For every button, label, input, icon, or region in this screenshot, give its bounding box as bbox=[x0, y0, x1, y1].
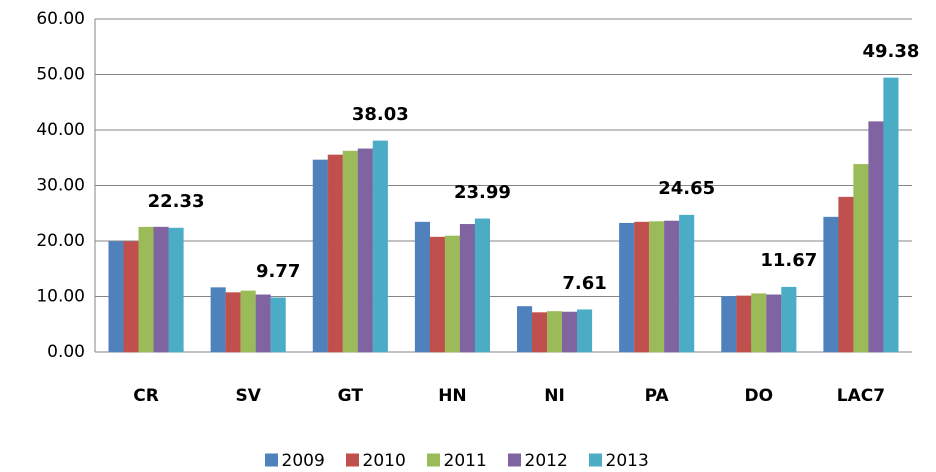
data-label: 7.61 bbox=[562, 273, 606, 294]
bar bbox=[562, 311, 578, 353]
y-tick-label: 20.00 bbox=[36, 231, 85, 251]
x-tick-label: LAC7 bbox=[837, 386, 885, 406]
y-tick-label: 30.00 bbox=[36, 176, 85, 196]
legend-swatch bbox=[508, 453, 521, 467]
y-tick-label: 10.00 bbox=[36, 287, 85, 307]
bar bbox=[270, 297, 286, 353]
data-label: 49.38 bbox=[862, 41, 919, 62]
legend-swatch bbox=[427, 453, 440, 467]
bar bbox=[664, 220, 680, 353]
bar bbox=[853, 164, 869, 353]
bar bbox=[547, 311, 563, 353]
x-tick-label: PA bbox=[645, 386, 670, 406]
x-tick-label: SV bbox=[235, 386, 261, 406]
bar bbox=[108, 241, 124, 353]
x-tick-label: HN bbox=[438, 386, 466, 406]
bar bbox=[517, 306, 533, 353]
bar bbox=[751, 293, 767, 353]
bar bbox=[429, 236, 445, 353]
bar bbox=[823, 216, 839, 353]
bar bbox=[210, 287, 226, 353]
legend-label: 2009 bbox=[282, 451, 325, 471]
bar bbox=[459, 224, 475, 353]
data-label: 24.65 bbox=[658, 178, 715, 199]
data-label: 11.67 bbox=[760, 250, 817, 271]
x-tick-label: NI bbox=[544, 386, 565, 406]
legend-label: 2010 bbox=[363, 451, 406, 471]
bar bbox=[444, 235, 460, 353]
y-tick-label: 40.00 bbox=[36, 120, 85, 140]
bar bbox=[123, 241, 139, 353]
bar bbox=[679, 214, 695, 353]
y-tick-label: 0.00 bbox=[47, 342, 85, 362]
bar bbox=[532, 312, 548, 353]
legend-label: 2011 bbox=[444, 451, 487, 471]
bar bbox=[225, 292, 241, 353]
bar bbox=[414, 221, 430, 353]
bar bbox=[240, 290, 256, 353]
bar bbox=[736, 295, 752, 353]
bar bbox=[327, 154, 343, 353]
bar bbox=[838, 196, 854, 353]
legend-swatch bbox=[346, 453, 359, 467]
bar bbox=[357, 148, 373, 353]
legend-label: 2012 bbox=[525, 451, 568, 471]
bar bbox=[342, 150, 358, 353]
bar bbox=[577, 309, 593, 353]
bar bbox=[766, 294, 782, 353]
bar bbox=[168, 227, 184, 353]
bar bbox=[312, 159, 328, 353]
bar bbox=[883, 77, 899, 353]
bar bbox=[138, 226, 154, 353]
x-tick-label: DO bbox=[745, 386, 774, 406]
y-tick-label: 50.00 bbox=[36, 65, 85, 85]
legend-label: 2013 bbox=[606, 451, 649, 471]
bar bbox=[153, 226, 169, 353]
bar bbox=[474, 218, 490, 353]
data-label: 9.77 bbox=[256, 261, 300, 282]
x-tick-label: CR bbox=[133, 386, 159, 406]
data-label: 22.33 bbox=[148, 191, 205, 212]
bar bbox=[868, 121, 884, 353]
data-label: 23.99 bbox=[454, 182, 511, 203]
bar bbox=[372, 140, 388, 353]
data-label: 38.03 bbox=[352, 104, 409, 125]
bar bbox=[649, 221, 665, 353]
y-tick-label: 60.00 bbox=[36, 9, 85, 29]
x-tick-label: GT bbox=[338, 386, 364, 406]
bar bbox=[619, 222, 635, 353]
bar bbox=[255, 294, 271, 353]
legend-swatch bbox=[265, 453, 278, 467]
bar bbox=[721, 296, 737, 353]
bar bbox=[781, 286, 797, 353]
legend-swatch bbox=[589, 453, 602, 467]
bar bbox=[634, 221, 650, 353]
